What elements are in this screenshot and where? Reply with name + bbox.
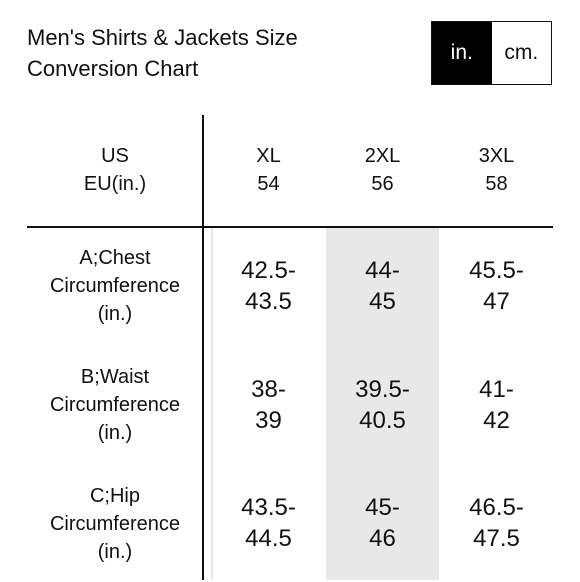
column-shade-xl: [211, 228, 213, 580]
value-line: 47.5: [473, 525, 520, 552]
row-label-line: Circumference: [49, 513, 181, 535]
value-line: 44-: [365, 257, 400, 284]
value-line: 43.5-: [241, 494, 296, 521]
row-label-line: (in.): [97, 422, 133, 444]
value-line: 39: [255, 407, 282, 434]
header-eu-size: 56: [371, 173, 394, 195]
row-label-line: Circumference: [49, 275, 181, 297]
header-label-eu: EU(in.): [83, 173, 147, 195]
value-line: 41-: [479, 376, 514, 403]
value-line: 44.5: [245, 525, 292, 552]
value-line: 47: [483, 288, 510, 315]
title-line: Men's Shirts & Jackets Size: [27, 25, 298, 50]
header-us-size: XL: [256, 145, 281, 167]
value-line: 42.5-: [241, 257, 296, 284]
chest-2xl-value: 44- 45: [326, 228, 439, 344]
page-title: Men's Shirts & Jackets Size Conversion C…: [27, 22, 367, 84]
value-line: 38-: [251, 376, 286, 403]
header-eu-size: 54: [257, 173, 280, 195]
value-line: 42: [483, 407, 510, 434]
header-size-xl: XL 54: [212, 128, 325, 212]
hip-3xl-value: 46.5- 47.5: [440, 466, 553, 580]
header-size-2xl: 2XL 56: [326, 128, 439, 212]
value-line: 40.5: [359, 407, 406, 434]
header-eu-size: 58: [485, 173, 508, 195]
value-line: 45-: [365, 494, 400, 521]
row-label-line: (in.): [97, 541, 133, 563]
value-line: 46: [369, 525, 396, 552]
hip-2xl-value: 45- 46: [326, 466, 439, 580]
value-line: 45.5-: [469, 257, 524, 284]
waist-3xl-value: 41- 42: [440, 347, 553, 463]
chest-xl-value: 42.5- 43.5: [212, 228, 325, 344]
unit-toggle: in. cm.: [431, 21, 552, 85]
chest-3xl-value: 45.5- 47: [440, 228, 553, 344]
row-label-chest: A;Chest Circumference (in.): [27, 228, 203, 344]
value-line: 43.5: [245, 288, 292, 315]
value-line: 39.5-: [355, 376, 410, 403]
row-label-line: Circumference: [49, 394, 181, 416]
row-label-waist: B;Waist Circumference (in.): [27, 347, 203, 463]
header-label-us: US: [101, 145, 129, 167]
header-size-3xl: 3XL 58: [440, 128, 553, 212]
column-shade-2xl: [326, 228, 439, 580]
row-label-line: C;Hip: [89, 485, 140, 507]
table-vertical-divider: [202, 115, 204, 580]
value-line: 46.5-: [469, 494, 524, 521]
waist-xl-value: 38- 39: [212, 347, 325, 463]
row-label-line: B;Waist: [80, 366, 150, 388]
row-label-line: (in.): [97, 303, 133, 325]
unit-inches-button[interactable]: in.: [432, 22, 492, 84]
unit-cm-button[interactable]: cm.: [491, 22, 551, 84]
header-us-size: 3XL: [478, 145, 515, 167]
header-us-size: 2XL: [364, 145, 401, 167]
row-label-line: A;Chest: [79, 247, 151, 269]
row-label-hip: C;Hip Circumference (in.): [27, 466, 203, 582]
title-line: Conversion Chart: [27, 56, 199, 81]
table-header-divider: [27, 226, 553, 228]
value-line: 45: [369, 288, 396, 315]
hip-xl-value: 43.5- 44.5: [212, 466, 325, 580]
waist-2xl-value: 39.5- 40.5: [326, 347, 439, 463]
header-label-cell: US EU(in.): [27, 128, 203, 212]
